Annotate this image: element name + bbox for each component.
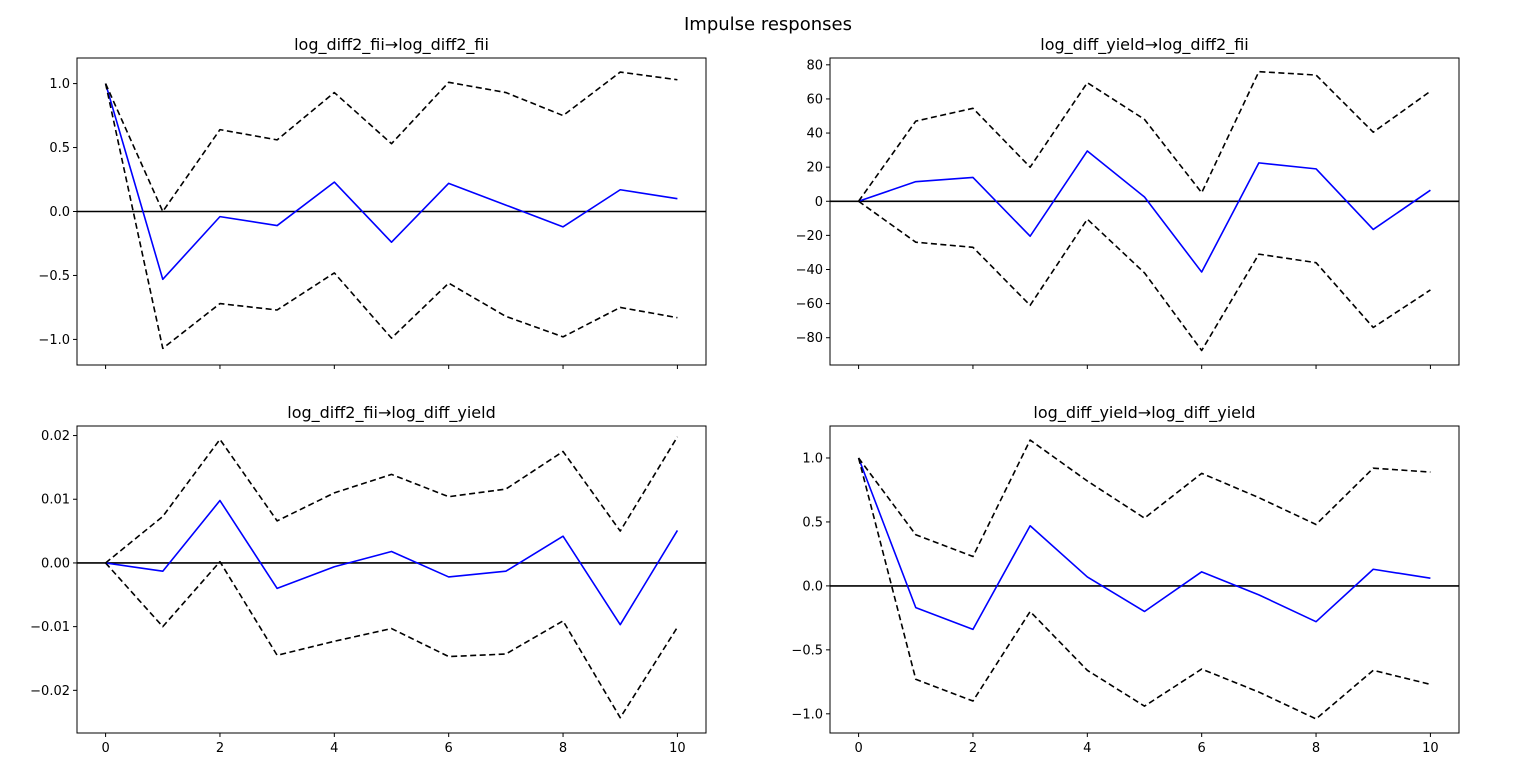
x-tick-label: 10 — [669, 741, 686, 756]
y-tick-label: 0.0 — [802, 579, 823, 594]
x-tick-label: 0 — [854, 741, 862, 756]
series-line-response — [857, 457, 1431, 631]
y-tick-label: −1.0 — [791, 707, 823, 722]
y-tick-label: 0.01 — [41, 493, 70, 508]
panel-title: log_diff_yield→log_diff_yield — [1033, 403, 1255, 423]
x-tick-label: 2 — [216, 741, 224, 756]
y-tick-label: 0.5 — [802, 515, 823, 530]
y-tick-label: −40 — [796, 263, 823, 278]
plot-frame — [829, 57, 1460, 366]
y-tick-label: −20 — [796, 229, 823, 244]
series-line-lower — [104, 560, 679, 719]
x-tick-label: 6 — [445, 741, 453, 756]
x-tick-label: 4 — [330, 741, 338, 756]
series-line-lower — [857, 457, 1431, 720]
x-tick-label: 8 — [559, 741, 567, 756]
y-tick-label: 0.0 — [49, 205, 70, 220]
series-line-upper — [857, 439, 1431, 558]
panel-2: log_diff2_fii→log_diff_yield −0.02 −0.01 0.… — [30, 403, 707, 756]
panel-3: log_diff_yield→log_diff_yield −1.0 −0.5 0.0… — [791, 403, 1460, 756]
plot-frame — [76, 425, 707, 734]
y-tick-label: 40 — [806, 127, 823, 142]
figure-title: Impulse responses — [684, 14, 852, 35]
panels: log_diff2_fii→log_diff2_fii −1.0 −0.5 0.0 0.… — [30, 35, 1460, 756]
panel-0: log_diff2_fii→log_diff2_fii −1.0 −0.5 0.0 0.… — [38, 35, 707, 369]
x-tick-label: 10 — [1422, 741, 1439, 756]
y-tick-label: −1.0 — [38, 333, 70, 348]
panel-title: log_diff2_fii→log_diff_yield — [287, 403, 496, 423]
series-line-response — [858, 150, 1431, 273]
series-line-lower — [104, 83, 678, 350]
y-tick-label: 0.02 — [41, 429, 70, 444]
panel-title: log_diff_yield→log_diff2_fii — [1040, 35, 1249, 55]
y-tick-label: 20 — [806, 161, 823, 176]
plot-frame — [829, 425, 1460, 734]
x-tick-label: 4 — [1083, 741, 1091, 756]
y-tick-label: −0.02 — [30, 684, 70, 699]
series-line-response — [104, 83, 678, 281]
y-tick-label: 80 — [806, 58, 823, 73]
y-tick-label: −0.5 — [791, 643, 823, 658]
x-tick-label: 6 — [1198, 741, 1206, 756]
y-tick-label: −80 — [796, 331, 823, 346]
series-line-lower — [858, 200, 1431, 352]
series-line-response — [105, 499, 679, 626]
y-tick-label: −60 — [796, 297, 823, 312]
series-line-upper — [104, 71, 678, 213]
series-line-upper — [857, 70, 1431, 202]
y-tick-label: 1.0 — [49, 77, 70, 92]
series-line-upper — [105, 436, 679, 564]
y-tick-label: 60 — [806, 92, 823, 107]
y-tick-label: −0.01 — [30, 620, 70, 635]
panel-title: log_diff2_fii→log_diff2_fii — [294, 35, 489, 55]
x-tick-label: 0 — [101, 741, 109, 756]
x-tick-label: 8 — [1312, 741, 1320, 756]
y-tick-label: 0.5 — [49, 141, 70, 156]
y-tick-label: −0.5 — [38, 269, 70, 284]
y-tick-label: 0.00 — [41, 556, 70, 571]
y-tick-label: 1.0 — [802, 451, 823, 466]
x-tick-label: 2 — [969, 741, 977, 756]
panel-1: log_diff_yield→log_diff2_fii −80 −60 −40 −20… — [796, 35, 1460, 369]
y-tick-label: 0 — [815, 195, 823, 210]
